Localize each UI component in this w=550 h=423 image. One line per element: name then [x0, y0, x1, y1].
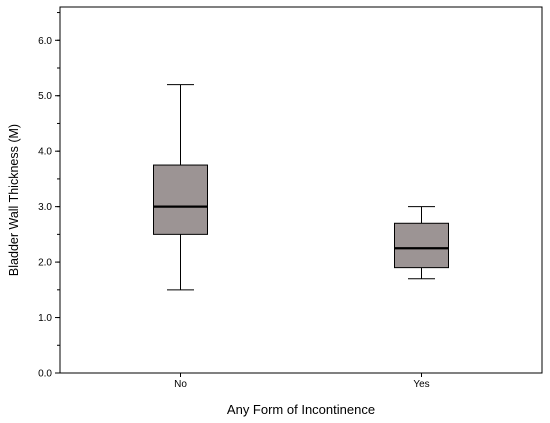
box-series	[153, 84, 449, 291]
x-tick-label: Yes	[413, 379, 429, 390]
box-yes	[394, 206, 449, 280]
y-axis: 0.0 1.0 2.0 3.0 4.0 5.0 6.0	[38, 12, 60, 380]
y-tick-label: 5.0	[38, 91, 52, 102]
plot-frame	[59, 6, 543, 374]
y-tick-label: 6.0	[38, 36, 52, 47]
box-no	[153, 84, 208, 291]
y-axis-title: Bladder Wall Thickness (M)	[7, 124, 21, 276]
y-tick-label: 1.0	[38, 313, 52, 324]
y-tick-label: 3.0	[38, 202, 52, 213]
iqr-box	[153, 164, 208, 235]
y-tick-label: 2.0	[38, 258, 52, 269]
y-tick-label: 4.0	[38, 147, 52, 158]
x-axis: No Yes	[174, 373, 430, 390]
y-tick-label: 0.0	[38, 369, 52, 380]
x-tick-label: No	[174, 379, 187, 390]
x-axis-title: Any Form of Incontinence	[227, 402, 375, 417]
iqr-box	[394, 222, 449, 269]
